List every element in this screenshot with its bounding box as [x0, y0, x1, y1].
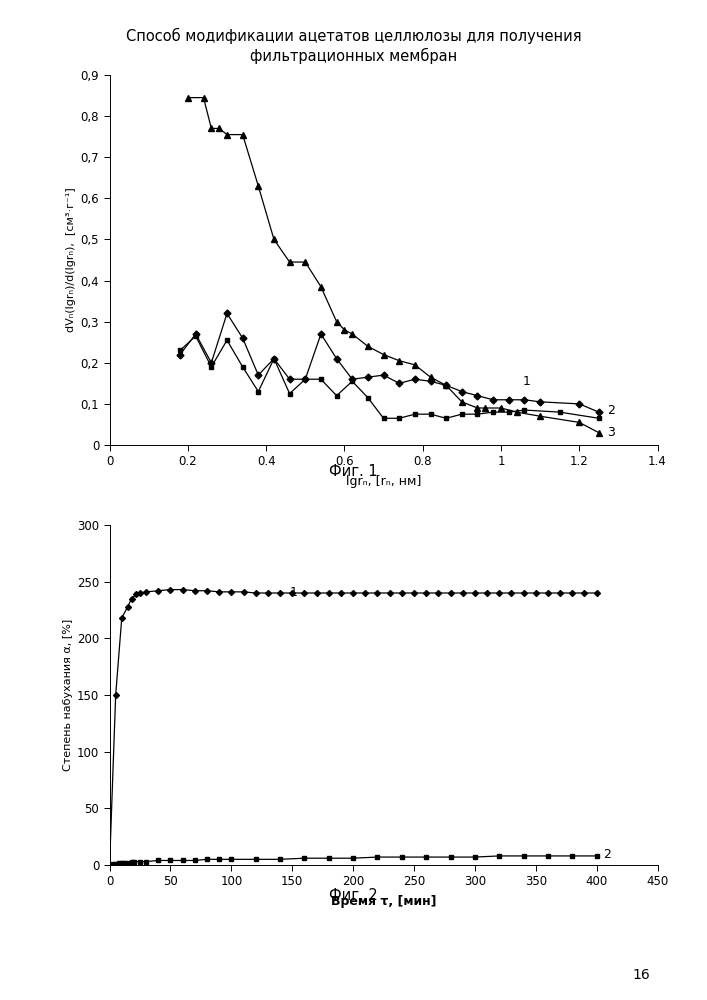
- Text: Способ модификации ацетатов целлюлозы для получения: Способ модификации ацетатов целлюлозы дл…: [126, 28, 581, 44]
- Text: 1: 1: [290, 586, 298, 599]
- Text: Фиг. 1: Фиг. 1: [329, 464, 378, 479]
- Text: фильтрационных мембран: фильтрационных мембран: [250, 48, 457, 64]
- Y-axis label: dVₙ(lgrₙ)/d(lgrₙ),  [см³·г⁻¹]: dVₙ(lgrₙ)/d(lgrₙ), [см³·г⁻¹]: [66, 188, 76, 332]
- X-axis label: lgrₙ, [rₙ, нм]: lgrₙ, [rₙ, нм]: [346, 475, 421, 488]
- Text: 16: 16: [633, 968, 650, 982]
- Y-axis label: Степень набухания α, [%]: Степень набухания α, [%]: [63, 619, 73, 771]
- Text: 3: 3: [607, 426, 614, 439]
- Text: Фиг. 2: Фиг. 2: [329, 888, 378, 903]
- X-axis label: Время τ, [мин]: Время τ, [мин]: [331, 895, 436, 908]
- Text: 2: 2: [607, 404, 614, 417]
- Text: 2: 2: [602, 848, 611, 861]
- Text: 1: 1: [522, 375, 530, 388]
